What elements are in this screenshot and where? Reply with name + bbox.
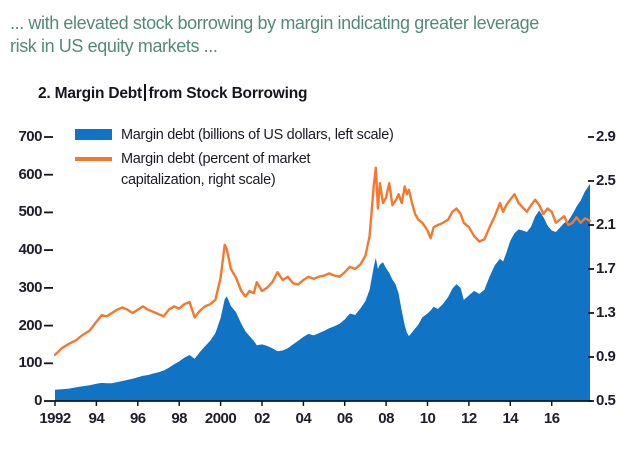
right-axis-tick-label: 0.5	[596, 392, 616, 409]
chart-title-before-cursor: 2. Margin Debt	[38, 85, 142, 102]
chart-title-after-cursor: from Stock Borrowing	[148, 85, 308, 102]
right-axis-tick-label: 0.9	[596, 348, 616, 365]
right-axis-tick-label: 1.3	[596, 304, 616, 321]
left-axis-tick-label: 300	[18, 278, 42, 296]
x-axis-tick-label: 96	[129, 410, 146, 427]
text-cursor	[144, 84, 146, 101]
x-axis-tick-label: 04	[295, 410, 312, 427]
headline-line1: ... with elevated stock borrowing by mar…	[10, 13, 539, 33]
legend-label: Margin debt (billions of US dollars, lef…	[121, 127, 394, 143]
x-axis-tick-label: 02	[254, 410, 270, 427]
left-axis-tick-label: 700	[18, 128, 42, 145]
left-axis-tick-label: 400	[18, 241, 42, 259]
chart-title: 2. Margin Debt from Stock Borrowing	[38, 84, 307, 103]
left-axis-tick-label: 0	[34, 392, 42, 409]
left-axis-tick-label: 500	[18, 203, 42, 221]
x-axis-tick-label: 98	[171, 410, 188, 427]
left-axis-tick-label: 200	[18, 316, 42, 334]
legend-label: Margin debt (percent of market capitaliz…	[121, 151, 311, 188]
margin-debt-area-series	[55, 183, 590, 401]
headline-line2: risk in US equity markets ...	[10, 36, 218, 56]
x-axis-tick-label: 06	[336, 410, 353, 427]
x-axis-tick-label: 94	[88, 410, 105, 427]
x-axis-tick-label: 2000	[204, 410, 237, 427]
x-axis-tick-label: 08	[378, 410, 394, 427]
orange-line-swatch	[75, 157, 112, 161]
blue-area-swatch	[75, 129, 112, 140]
right-axis-tick-label: 2.9	[596, 128, 616, 145]
x-axis-tick-label: 10	[419, 410, 436, 427]
x-axis-tick-label: 14	[502, 410, 519, 427]
right-axis-tick-label: 1.7	[596, 260, 616, 277]
right-axis-tick-label: 2.1	[596, 216, 616, 233]
right-axis-tick-label: 2.5	[596, 172, 616, 189]
margin-debt-percent-line-series	[53, 166, 592, 356]
figure-headline: ... with elevated stock borrowing by mar…	[10, 12, 630, 58]
x-axis-tick-label: 12	[461, 410, 477, 427]
left-axis-tick-label: 100	[18, 354, 42, 372]
left-axis-tick-label: 600	[18, 165, 42, 183]
x-axis-tick-label: 1992	[39, 410, 71, 427]
x-axis-tick-label: 16	[543, 410, 560, 427]
